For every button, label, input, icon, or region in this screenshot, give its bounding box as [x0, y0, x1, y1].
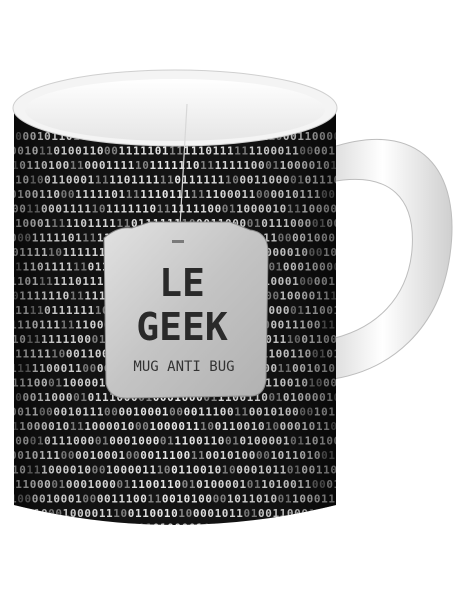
- tea-tag: LE GEEK MUG ANTI BUG: [103, 221, 269, 399]
- tag-string: [179, 103, 188, 227]
- mug-rim: [12, 69, 338, 147]
- tag-title-line1: LE: [159, 261, 205, 305]
- binary-row: 0001000011100110010100001011010011000111…: [10, 536, 343, 549]
- binary-row: 0100001110011001010000101101001100011111…: [12, 551, 345, 564]
- mug-handle: [325, 138, 453, 381]
- tag-title-line2: GEEK: [136, 305, 228, 349]
- tag-subtitle: MUG ANTI BUG: [133, 359, 234, 375]
